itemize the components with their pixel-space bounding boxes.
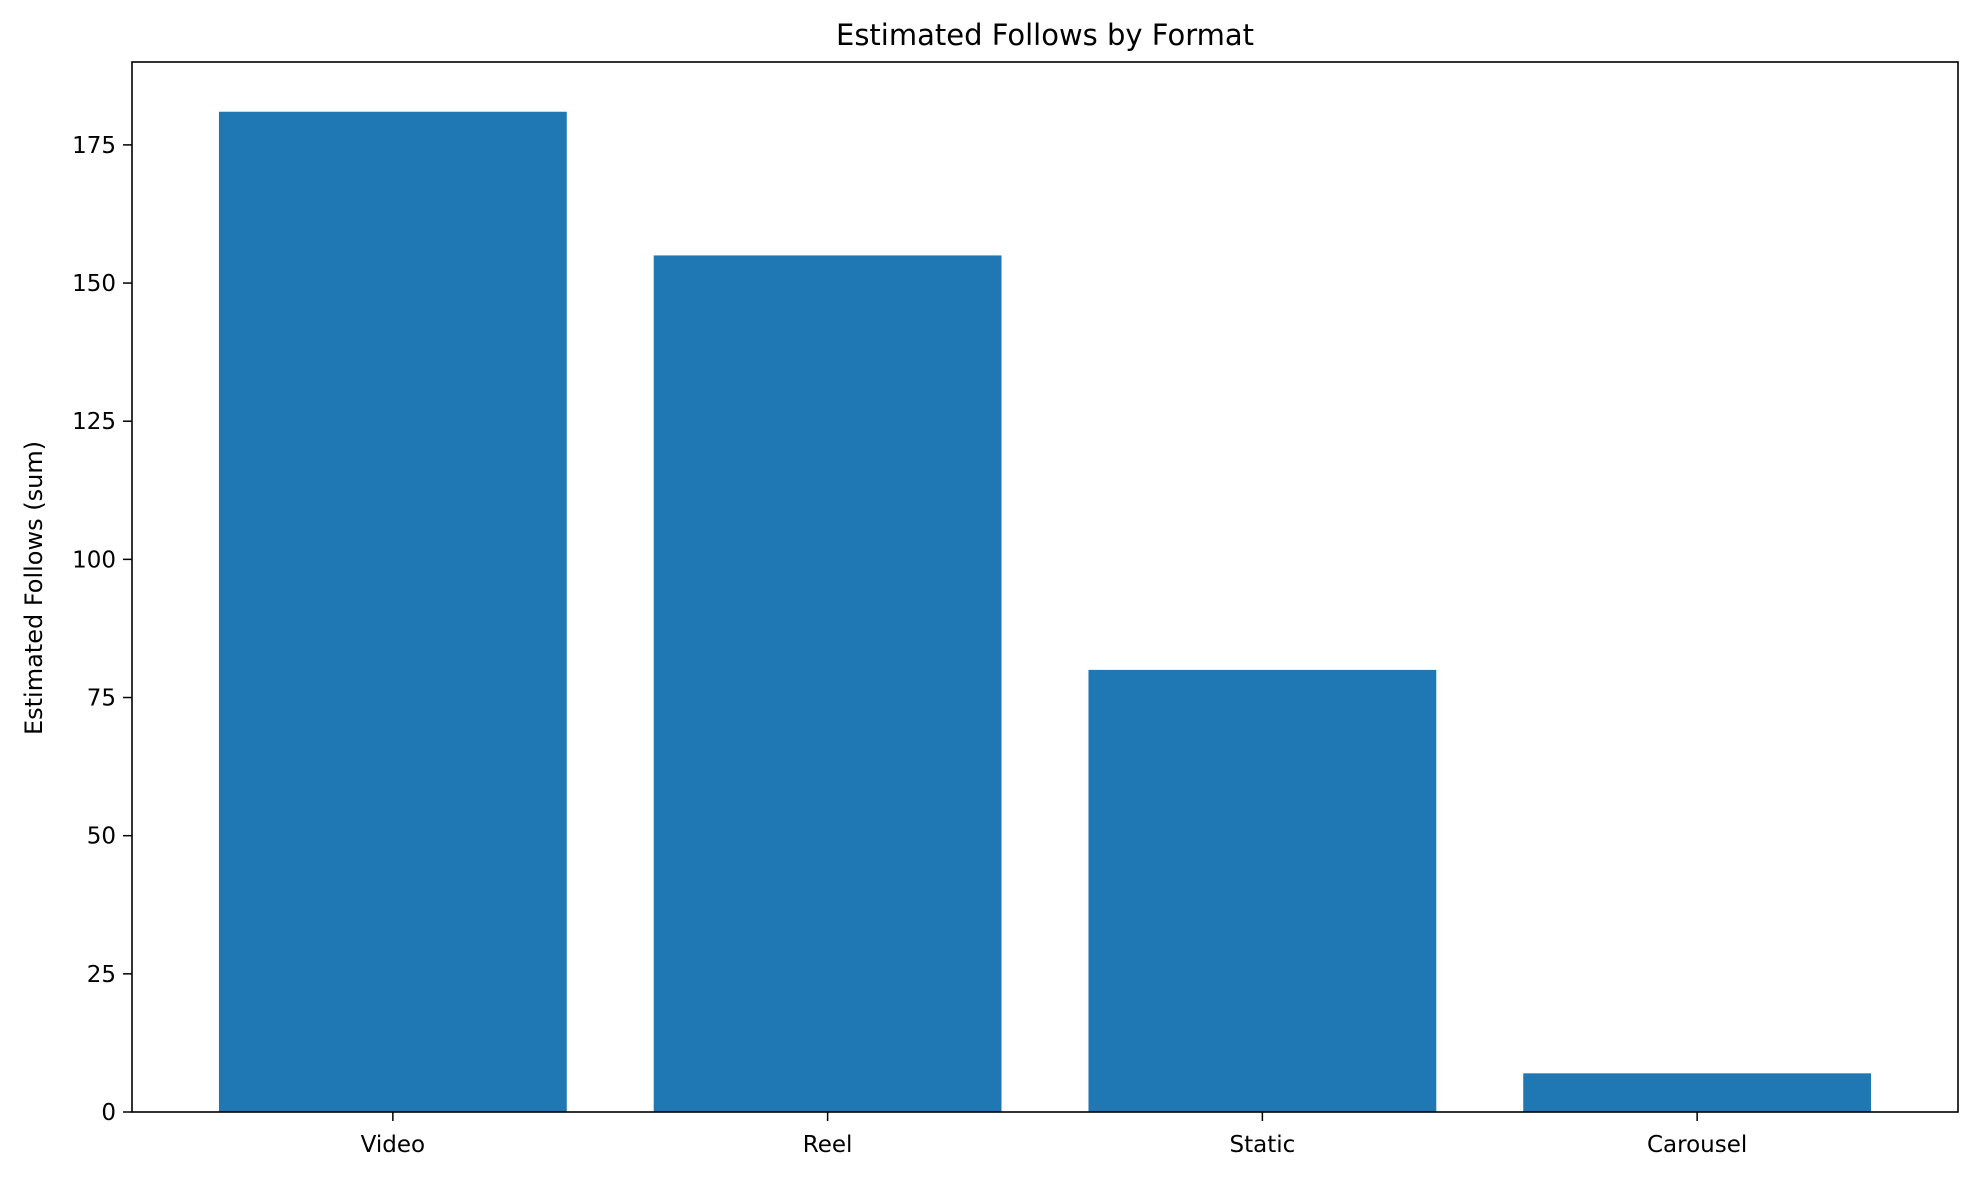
y-axis-ticks: 0 25 50 75 100 125 150 175: [72, 133, 132, 1126]
axes-layer: [131, 61, 1959, 1113]
x-tick-label: Static: [1229, 1132, 1295, 1158]
y-tick-label: 125: [72, 409, 116, 435]
x-tick-label: Video: [361, 1132, 425, 1158]
y-tick-label: 25: [87, 962, 116, 988]
plot-frame: [131, 61, 1959, 1113]
y-tick-label: 150: [72, 271, 116, 297]
y-axis-label: Estimated Follows (sum): [20, 441, 48, 735]
x-tick-label: Carousel: [1647, 1132, 1747, 1158]
y-tick-label: 100: [72, 547, 116, 573]
chart-title: Estimated Follows by Format: [836, 18, 1254, 52]
bar-video: [218, 111, 567, 1113]
bar-static: [1088, 669, 1437, 1112]
x-axis-ticks: Video Reel Static Carousel: [361, 1112, 1747, 1158]
y-tick-label: 175: [72, 133, 116, 159]
y-tick-label: 0: [101, 1100, 116, 1126]
bars-layer: [218, 111, 1872, 1113]
bar-reel: [653, 255, 1002, 1113]
y-tick-label: 50: [87, 824, 116, 850]
x-tick-label: Reel: [803, 1132, 853, 1158]
bar-carousel: [1523, 1073, 1872, 1112]
y-tick-label: 75: [87, 686, 116, 712]
